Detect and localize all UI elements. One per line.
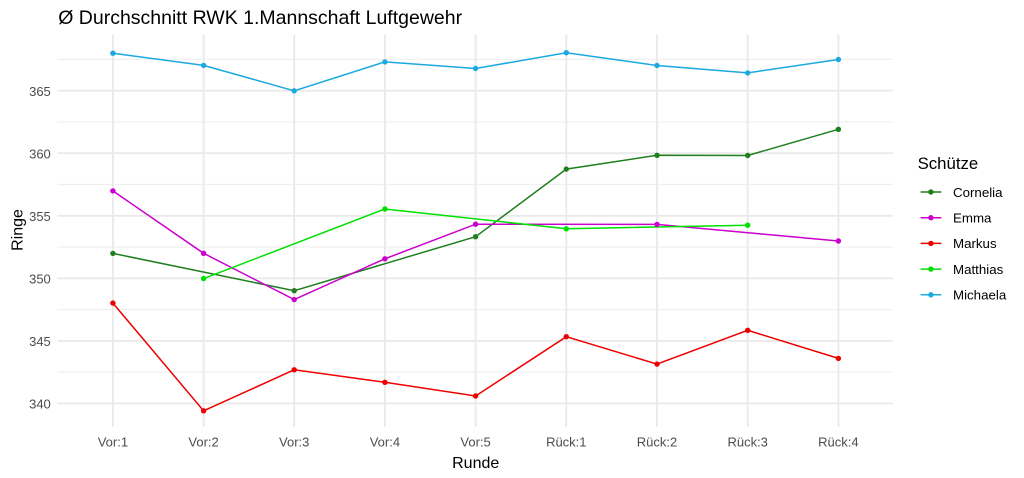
svg-text:Markus: Markus: [953, 236, 997, 251]
svg-text:Vor:2: Vor:2: [188, 434, 218, 449]
svg-text:365: 365: [29, 84, 51, 99]
svg-text:Rück:2: Rück:2: [637, 434, 677, 449]
svg-text:Ø Durchschnitt RWK 1.Mannschaf: Ø Durchschnitt RWK 1.Mannschaft Luftgewe…: [58, 7, 462, 29]
svg-text:Michaela: Michaela: [953, 288, 1007, 303]
svg-text:Rück:3: Rück:3: [727, 434, 767, 449]
svg-text:Emma: Emma: [953, 211, 992, 226]
svg-text:Vor:4: Vor:4: [370, 434, 400, 449]
svg-text:Rück:4: Rück:4: [818, 434, 858, 449]
svg-text:Cornelia: Cornelia: [953, 185, 1003, 200]
svg-text:Vor:1: Vor:1: [98, 434, 128, 449]
svg-text:340: 340: [29, 397, 51, 412]
svg-text:Vor:3: Vor:3: [279, 434, 309, 449]
svg-text:Rück:1: Rück:1: [546, 434, 586, 449]
svg-text:Ringe: Ringe: [10, 209, 27, 251]
svg-text:Matthias: Matthias: [953, 262, 1004, 277]
svg-text:360: 360: [29, 146, 51, 161]
svg-text:Runde: Runde: [452, 455, 499, 472]
svg-text:355: 355: [29, 209, 51, 224]
svg-text:345: 345: [29, 334, 51, 349]
svg-text:Vor:5: Vor:5: [460, 434, 490, 449]
svg-text:Schütze: Schütze: [918, 154, 979, 173]
svg-text:350: 350: [29, 272, 51, 287]
